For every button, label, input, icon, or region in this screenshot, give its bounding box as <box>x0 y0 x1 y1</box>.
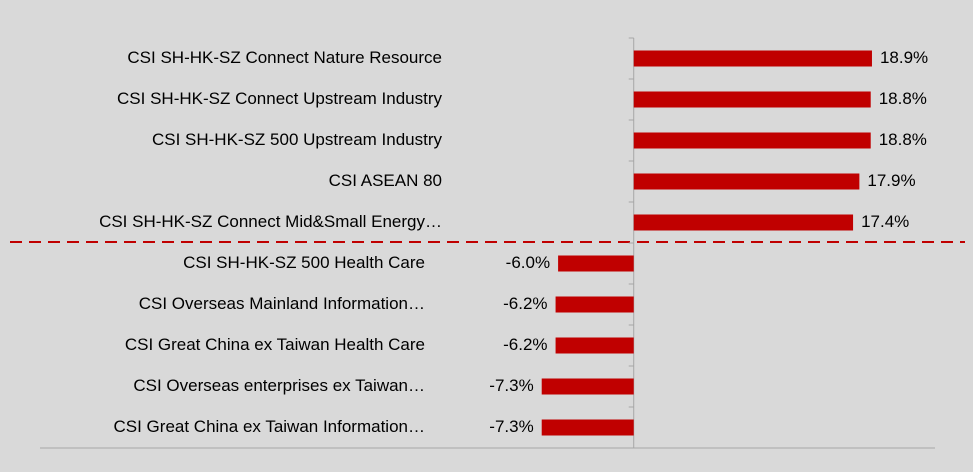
bar <box>633 173 860 190</box>
category-label: CSI Great China ex Taiwan Health Care <box>125 335 425 354</box>
value-label: 18.9% <box>880 48 928 67</box>
bar <box>555 296 634 313</box>
bar <box>633 91 871 108</box>
value-label: 18.8% <box>879 130 927 149</box>
category-label: CSI SH-HK-SZ 500 Health Care <box>183 253 425 272</box>
bar <box>555 337 634 354</box>
value-label: -7.3% <box>489 376 533 395</box>
bar <box>633 50 872 67</box>
category-label: CSI Great China ex Taiwan Information… <box>114 417 426 436</box>
value-label: -6.2% <box>503 294 547 313</box>
value-label: -6.2% <box>503 335 547 354</box>
category-label: CSI SH-HK-SZ Connect Nature Resource <box>127 48 442 67</box>
category-label: CSI SH-HK-SZ 500 Upstream Industry <box>152 130 443 149</box>
category-label: CSI Overseas Mainland Information… <box>139 294 425 313</box>
category-label: CSI Overseas enterprises ex Taiwan… <box>133 376 425 395</box>
category-label: CSI ASEAN 80 <box>329 171 442 190</box>
category-label: CSI SH-HK-SZ Connect Upstream Industry <box>117 89 442 108</box>
bar <box>558 255 634 272</box>
bar <box>633 132 871 149</box>
category-label: CSI SH-HK-SZ Connect Mid&Small Energy… <box>99 212 442 231</box>
value-label: 17.9% <box>867 171 915 190</box>
value-label: -7.3% <box>489 417 533 436</box>
value-label: 18.8% <box>879 89 927 108</box>
bar <box>633 214 854 231</box>
bar <box>541 419 634 436</box>
value-label: -6.0% <box>506 253 550 272</box>
value-label: 17.4% <box>861 212 909 231</box>
bar <box>541 378 634 395</box>
